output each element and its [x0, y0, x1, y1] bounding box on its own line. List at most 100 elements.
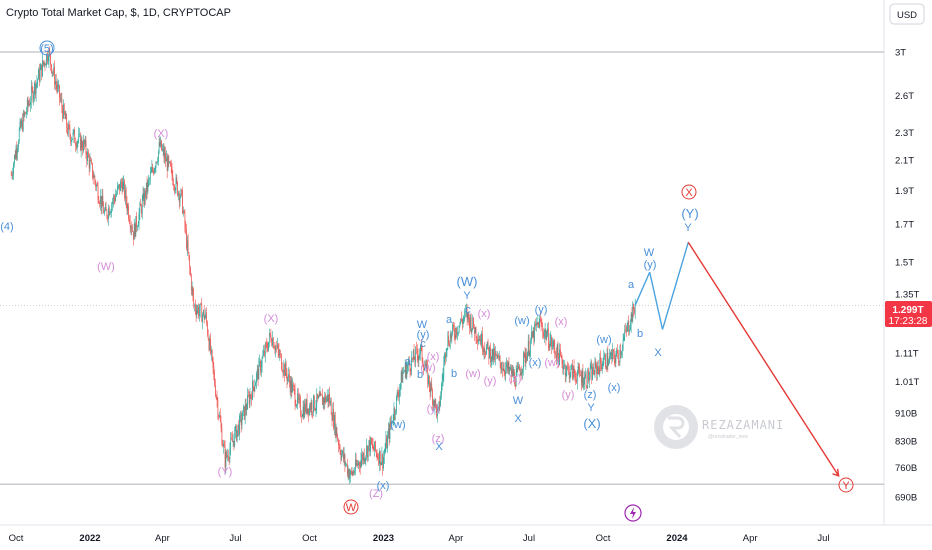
candle-body — [294, 389, 296, 405]
candle-body — [141, 199, 143, 214]
candle-body — [67, 125, 69, 135]
candle-body — [142, 193, 144, 200]
candle-body — [417, 355, 419, 361]
candle-body — [315, 407, 317, 410]
candle-body — [579, 368, 581, 375]
lightning-icon[interactable] — [624, 504, 642, 522]
candle-body — [54, 67, 55, 85]
candle-body — [183, 211, 185, 213]
candle-body — [622, 340, 624, 349]
candle-body — [492, 349, 494, 360]
candle-body — [157, 161, 158, 163]
candle-body — [372, 444, 374, 449]
candle-body — [564, 364, 566, 376]
forecast-path[interactable] — [634, 241, 840, 477]
candle-body — [511, 369, 513, 376]
candle-body — [50, 54, 51, 65]
candle-body — [407, 365, 408, 369]
candle-body — [608, 362, 609, 366]
candle-body — [78, 134, 80, 141]
candle-body — [224, 447, 226, 468]
candle-body — [588, 369, 589, 381]
price-tick-label: 1.01T — [895, 377, 919, 388]
wave-label: (W) — [457, 274, 478, 289]
candle-body — [193, 294, 195, 306]
candle-body — [629, 329, 630, 332]
candle-body — [255, 382, 256, 387]
candle-body — [329, 393, 330, 404]
candle-body — [55, 81, 56, 85]
candle-body — [96, 184, 98, 186]
candle-body — [404, 363, 406, 372]
candle-body — [252, 381, 254, 387]
candle-body — [481, 333, 482, 346]
candle-body — [494, 347, 495, 361]
candle-body — [562, 363, 564, 370]
candle-body — [355, 459, 356, 472]
candle-body — [471, 328, 473, 332]
candle-body — [354, 471, 355, 473]
candle-body — [252, 381, 253, 400]
candle-body — [536, 322, 538, 324]
candle-body — [301, 415, 302, 417]
price-axis[interactable]: 3T 2.6T 2.3T 2.1T 1.9T 1.7T 1.5T 1.35T 1.11T 1.01… — [895, 48, 919, 504]
candle-body — [152, 167, 154, 171]
candle-body — [178, 192, 179, 196]
wave-circle — [838, 477, 854, 493]
candle-body — [409, 364, 411, 372]
candle-body — [340, 453, 342, 460]
candle-body — [591, 365, 593, 380]
price-tick-label: 2.6T — [895, 91, 914, 102]
candle-body — [499, 356, 501, 363]
candle-body — [437, 408, 438, 417]
candle-body — [523, 352, 524, 369]
candle-body — [106, 210, 108, 217]
candle-body — [596, 364, 597, 375]
candle-body — [158, 142, 160, 151]
candle-body — [349, 475, 351, 479]
candle-body — [323, 398, 325, 404]
candle-body — [445, 353, 446, 359]
candle-body — [10, 174, 12, 176]
candle-body — [399, 389, 400, 398]
candle-body — [515, 383, 516, 387]
candle-body — [37, 79, 39, 82]
candle-body — [593, 373, 595, 375]
price-tick-label: 690B — [895, 493, 917, 504]
candle-body — [576, 379, 577, 383]
time-axis[interactable]: Oct 2022 Apr Jul Oct 2023 Apr Jul Oct 2024 Apr Jul — [9, 533, 830, 544]
candle-body — [394, 408, 396, 415]
candle-body — [593, 367, 594, 374]
candle-body — [285, 363, 287, 374]
candle-body — [138, 213, 140, 225]
candle-body — [422, 360, 424, 366]
time-tick-label: Apr — [449, 533, 464, 544]
candle-body — [350, 470, 352, 472]
candle-body — [101, 195, 103, 208]
candle-body — [182, 211, 184, 214]
candle-body — [335, 427, 337, 436]
candle-body — [69, 127, 71, 136]
wave-label: Y — [684, 222, 692, 234]
candle-body — [157, 151, 159, 162]
candle-body — [388, 428, 390, 439]
candle-body — [408, 360, 410, 365]
candle-body — [264, 350, 265, 356]
wave-label: W — [417, 319, 428, 331]
candle-body — [457, 332, 459, 333]
candle-body — [223, 443, 225, 448]
candle-body — [32, 88, 34, 100]
horizontal-levels[interactable] — [0, 51, 884, 485]
candle-body — [523, 352, 525, 354]
candle-body — [166, 157, 167, 162]
currency-button[interactable]: USD — [889, 3, 925, 25]
candle-body — [587, 369, 589, 388]
candle-body — [341, 454, 343, 460]
candle-body — [146, 182, 148, 192]
candle-body — [612, 349, 614, 360]
candle-body — [298, 398, 300, 400]
candle-body — [58, 85, 59, 86]
candle-body — [38, 69, 40, 81]
candle-body — [431, 383, 433, 391]
